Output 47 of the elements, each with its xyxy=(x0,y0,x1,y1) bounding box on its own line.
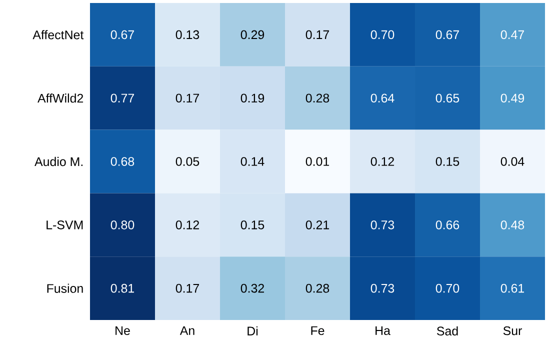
data-label: 0.48 xyxy=(500,220,524,230)
data-label: 0.04 xyxy=(500,157,524,166)
x-tick-label: Sad xyxy=(436,326,458,336)
data-label: 0.47 xyxy=(500,30,524,40)
data-label: 0.81 xyxy=(110,284,134,293)
data-label: 0.66 xyxy=(436,220,460,230)
data-label: 0.49 xyxy=(500,94,524,103)
data-label: 0.12 xyxy=(370,157,394,166)
data-label: 0.12 xyxy=(176,220,199,230)
data-label: 0.17 xyxy=(176,284,199,293)
data-label: 0.15 xyxy=(436,157,460,166)
x-tick-label: Ha xyxy=(376,326,390,336)
x-tick-label: Ne xyxy=(116,326,130,336)
data-label: 0.70 xyxy=(436,284,460,293)
data-label: 0.61 xyxy=(500,284,524,293)
data-label: 0.80 xyxy=(110,220,134,230)
data-label: 0.21 xyxy=(306,220,330,230)
x-tick-label: An xyxy=(180,326,194,335)
x-tick-label: Fe xyxy=(311,326,324,336)
data-label: 0.15 xyxy=(240,220,264,230)
data-label: 0.32 xyxy=(240,284,264,293)
data-label: 0.14 xyxy=(240,157,264,166)
data-label: 0.28 xyxy=(306,284,330,293)
data-label: 0.73 xyxy=(370,284,394,293)
data-label: 0.17 xyxy=(176,94,199,103)
x-tick-label: Sur xyxy=(503,326,522,336)
y-tick-label: Audio M. xyxy=(34,156,83,166)
y-tick-label: Fusion xyxy=(47,284,83,293)
data-label: 0.68 xyxy=(110,157,134,166)
data-label: 0.29 xyxy=(240,30,264,40)
y-tick-label: L-SVM xyxy=(46,220,83,230)
data-label: 0.05 xyxy=(176,157,200,166)
x-tick-label: Di xyxy=(248,326,258,336)
data-label: 0.70 xyxy=(370,30,394,40)
data-label: 0.64 xyxy=(370,94,394,103)
y-tick-label: AffWild2 xyxy=(38,94,84,103)
data-label: 0.67 xyxy=(436,30,459,40)
data-label: 0.13 xyxy=(176,30,200,40)
data-label: 0.67 xyxy=(110,30,134,40)
data-label: 0.17 xyxy=(306,30,329,40)
data-label: 0.28 xyxy=(306,94,330,103)
data-label: 0.73 xyxy=(370,220,394,230)
data-label: 0.65 xyxy=(436,94,460,103)
data-label: 0.77 xyxy=(110,94,134,103)
data-label: 0.01 xyxy=(306,157,330,166)
y-tick-label: AffectNet xyxy=(32,30,84,40)
data-label: 0.19 xyxy=(240,94,264,103)
